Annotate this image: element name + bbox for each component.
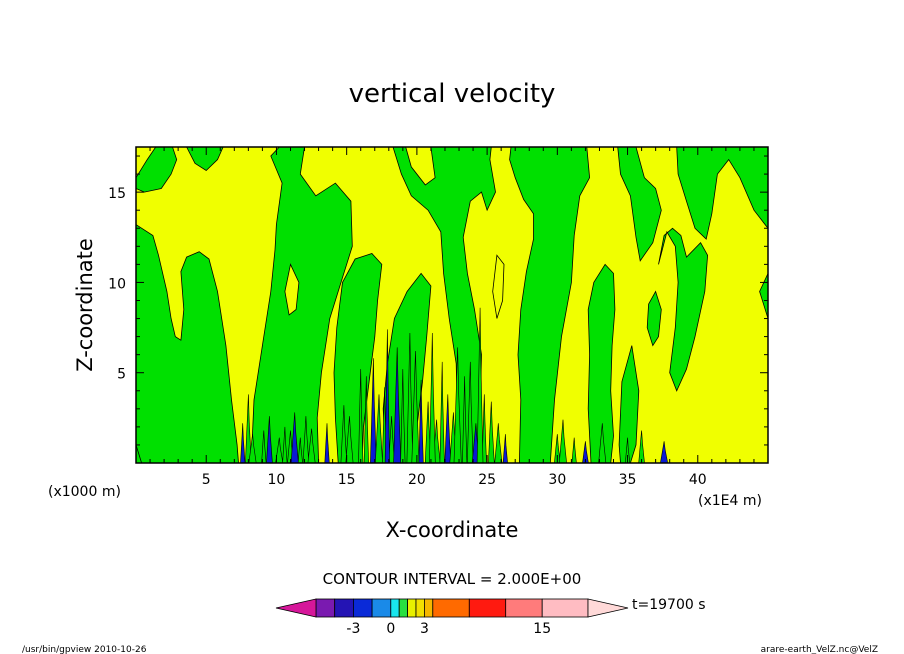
colorbar-tick-label: 0 xyxy=(386,621,395,637)
x-tick-label: 40 xyxy=(689,472,707,488)
contour-interval: CONTOUR INTERVAL = 2.000E+00 xyxy=(323,570,582,588)
green-region xyxy=(509,146,591,464)
time-label: t=19700 s xyxy=(632,597,706,613)
green-region xyxy=(587,263,616,464)
colorbar-tick-label: -3 xyxy=(346,621,360,637)
plot-area xyxy=(135,146,769,464)
colorbar-segment xyxy=(334,598,354,618)
chart-title: vertical velocity xyxy=(349,79,556,109)
x-tick-label: 30 xyxy=(548,472,566,488)
x-axis: 5 10 15 20 25 30 35 40 xyxy=(149,147,755,488)
green-region xyxy=(646,290,662,347)
y-tick-label: 10 xyxy=(108,276,126,292)
footer-left: /usr/bin/gpview 2010-10-26 xyxy=(22,645,147,654)
colorbar-segment xyxy=(352,598,373,618)
colorbar-tick-label: 3 xyxy=(420,621,429,637)
green-region xyxy=(333,253,383,464)
colorbar-segment xyxy=(505,598,543,618)
colorbar-tick-label: 15 xyxy=(533,621,551,637)
plot-frame xyxy=(135,146,769,464)
colorbar-segment xyxy=(390,598,400,618)
colorbar-segment xyxy=(407,598,417,618)
green-region xyxy=(617,146,662,262)
colorbar-segment xyxy=(432,598,470,618)
colorbar-segment xyxy=(315,598,336,618)
x-tick-label: 15 xyxy=(338,472,356,488)
colorbar-segment xyxy=(398,598,409,618)
x-tick-label: 35 xyxy=(619,472,637,488)
colorbar-segment xyxy=(468,598,507,618)
x-tick-label: 10 xyxy=(268,472,286,488)
footer-right: arare-earth_VelZ.nc@VelZ xyxy=(761,645,878,654)
y-axis: 5 10 15 xyxy=(108,155,768,446)
green-region xyxy=(658,227,709,392)
x-tick-label: 5 xyxy=(202,472,211,488)
x-scale-note: (x1E4 m) xyxy=(698,493,762,509)
colorbar-segment xyxy=(541,598,589,618)
green-region xyxy=(250,146,353,464)
x-axis-label: X-coordinate xyxy=(386,518,519,542)
colorbar-segment xyxy=(415,598,425,618)
colorbar-segment xyxy=(371,598,392,618)
x-units-note: (x1000 m) xyxy=(48,484,121,500)
colorbar: -3 0 3 15 xyxy=(275,598,629,637)
y-axis-label: Z-coordinate xyxy=(73,238,97,372)
y-tick-label: 15 xyxy=(108,186,126,202)
yellow-region xyxy=(492,254,505,319)
colorbar-left-arrow xyxy=(275,598,317,618)
x-tick-label: 20 xyxy=(408,472,426,488)
colorbar-segment xyxy=(423,598,434,618)
colorbar-right-arrow xyxy=(587,598,629,618)
x-tick-label: 25 xyxy=(478,472,496,488)
green-region xyxy=(135,146,178,193)
y-tick-label: 5 xyxy=(117,367,126,383)
green-regions xyxy=(135,146,769,464)
green-region xyxy=(135,223,239,464)
yellow-region xyxy=(284,263,300,316)
